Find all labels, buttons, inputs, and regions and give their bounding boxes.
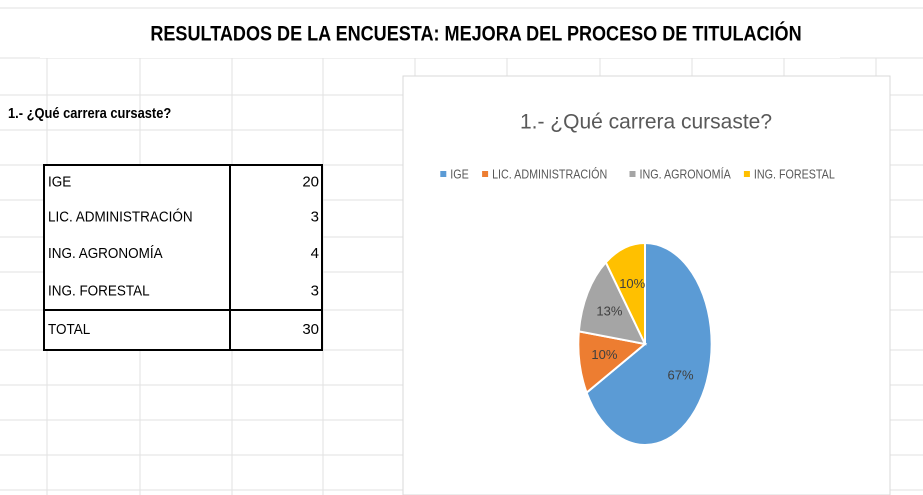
pie	[577, 241, 713, 446]
question-cell: 1.- ¿Qué carrera cursaste?	[8, 104, 171, 121]
table-label: TOTAL	[48, 321, 90, 338]
data-label: 13%	[596, 304, 622, 319]
pie-slice	[585, 241, 713, 446]
table-value: 20	[302, 173, 319, 190]
table-value: 3	[311, 282, 319, 299]
table-value: 4	[311, 245, 319, 262]
title-cell	[40, 12, 840, 58]
table-label: IGE	[48, 174, 71, 191]
legend-label: ING. AGRONOMÍA	[640, 168, 731, 182]
table-border	[43, 164, 323, 351]
legend-label: IGE	[450, 168, 469, 182]
legend-swatch	[482, 171, 489, 177]
table-label: ING. FORESTAL	[48, 283, 150, 300]
legend-swatch	[743, 171, 750, 177]
legend: IGE LIC. ADMINISTRACIÓN ING. AGRONOMÍA ING.…	[440, 168, 835, 182]
data-label: 67%	[668, 367, 694, 382]
pie-slice	[604, 241, 646, 345]
chart-title: 1.- ¿Qué carrera cursaste?	[520, 111, 772, 134]
table-value: 3	[311, 208, 319, 225]
legend-swatch	[629, 171, 636, 177]
legend-label: ING. FORESTAL	[754, 168, 835, 182]
table-background	[44, 165, 322, 350]
sheet-title: RESULTADOS DE LA ENCUESTA: MEJORA DEL PR…	[150, 20, 801, 46]
data-table: IGE 20 LIC. ADMINISTRACIÓN 3 ING. AGRONOMÍA 4…	[43, 164, 323, 351]
table-label: ING. AGRONOMÍA	[48, 244, 163, 262]
legend-label: LIC. ADMINISTRACIÓN	[492, 168, 607, 182]
table-label: LIC. ADMINISTRACIÓN	[48, 208, 193, 226]
table-value: 30	[302, 321, 319, 338]
data-label: 10%	[591, 347, 617, 362]
pie-slice	[577, 260, 647, 346]
data-label: 10%	[619, 276, 645, 291]
legend-swatch	[440, 171, 447, 177]
data-labels: 67% 10% 13% 10%	[591, 276, 694, 382]
